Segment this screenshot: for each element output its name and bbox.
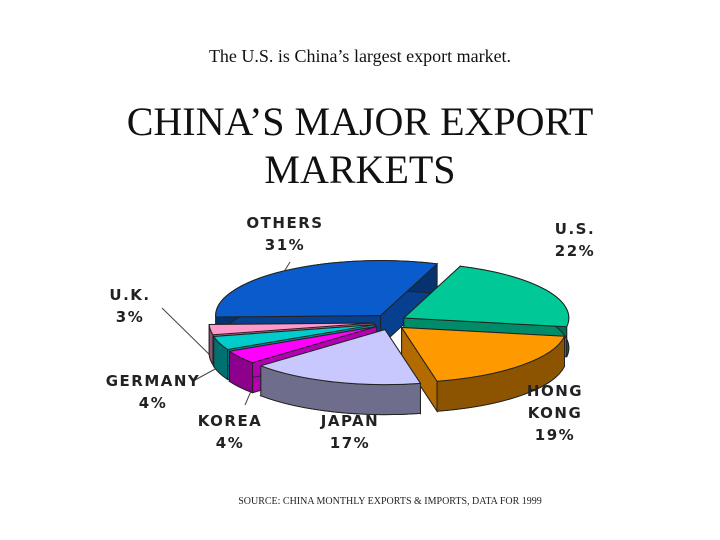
slice-top <box>400 326 566 382</box>
pie-slice <box>259 327 422 416</box>
slice-value: 3% <box>115 308 145 326</box>
leader-line <box>161 307 216 361</box>
slice-value: 31% <box>264 236 306 254</box>
slice-value: 4% <box>215 434 245 452</box>
slice-top <box>215 260 439 318</box>
slice-top <box>208 322 375 336</box>
slice-value: 4% <box>138 394 168 412</box>
slice-label: U.K. 3% <box>70 284 190 328</box>
slice-top <box>402 265 570 328</box>
slice-top <box>228 325 377 364</box>
pie-slice <box>400 325 566 413</box>
subtitle: The U.S. is China’s largest export marke… <box>208 46 512 66</box>
slice-label: JAPAN 17% <box>290 410 410 454</box>
slice-value: 17% <box>329 434 371 452</box>
slice-top <box>212 324 376 351</box>
slice-label: KOREA 4% <box>170 410 290 454</box>
chart-title: CHINA’S MAJOR EXPORT MARKETS <box>126 99 594 192</box>
slice-label: HONG KONG 19% <box>515 380 595 446</box>
slice-label: U.S. 22% <box>515 218 635 262</box>
slice-name: U.S. <box>554 220 596 238</box>
slice-label: GERMANY 4% <box>93 370 213 414</box>
slice-top <box>259 329 422 386</box>
slice-name: KOREA <box>197 412 263 430</box>
slice-name: JAPAN <box>320 412 380 430</box>
slice-name: HONG KONG <box>526 382 584 422</box>
slice-value: 22% <box>554 242 596 260</box>
slice-name: OTHERS <box>246 214 324 232</box>
slice-label: OTHERS 31% <box>225 212 345 256</box>
source-note: SOURCE: CHINA MONTHLY EXPORTS & IMPORTS,… <box>238 496 542 507</box>
slice-name: GERMANY <box>105 372 201 390</box>
slice-name: U.K. <box>109 286 151 304</box>
slice-value: 19% <box>534 426 576 444</box>
